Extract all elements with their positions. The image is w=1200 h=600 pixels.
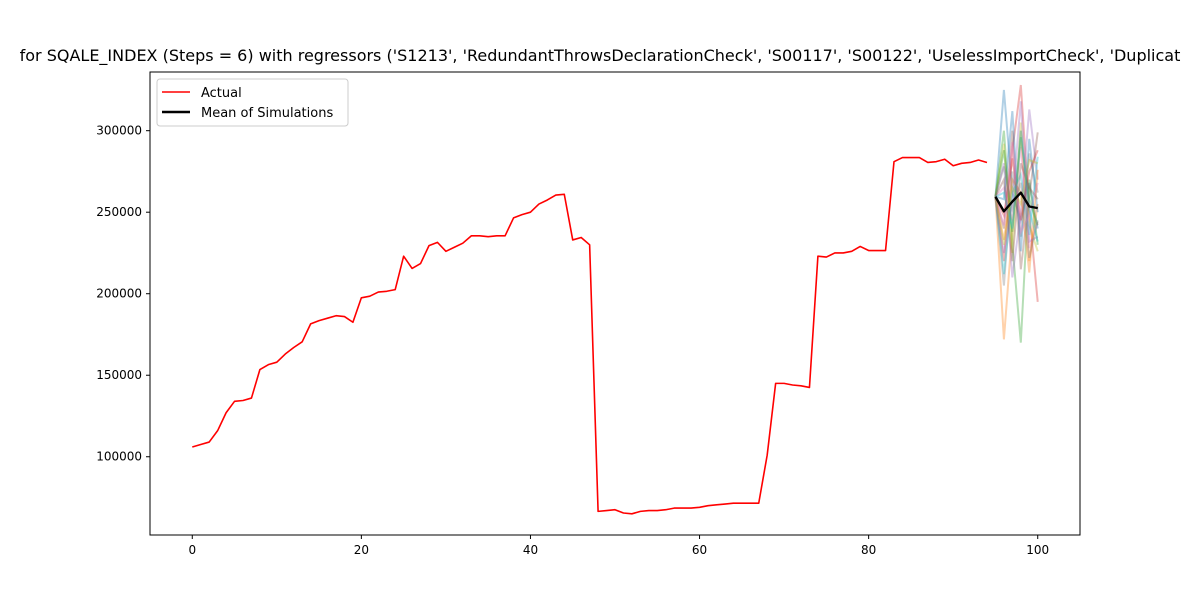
y-axis: 100000 150000 200000 250000 300000 (96, 124, 150, 464)
simulation-line (994, 101, 1039, 254)
simulation-line (994, 122, 1039, 254)
simulation-line (994, 137, 1039, 232)
simulation-line (994, 149, 1039, 221)
simulation-line (994, 146, 1039, 249)
simulation-line (994, 153, 1039, 286)
x-tick-label: 80 (861, 543, 876, 557)
simulation-line (994, 130, 1039, 270)
simulation-line (994, 142, 1039, 236)
simulation-line (994, 162, 1039, 262)
simulation-line (994, 109, 1039, 278)
series-lines (192, 156, 1038, 515)
simulation-line (994, 130, 1039, 343)
legend-box (156, 78, 349, 127)
simulation-line (995, 130, 1039, 242)
x-tick-label: 60 (692, 543, 707, 557)
x-axis: 0 20 40 60 80 100 (188, 535, 1049, 557)
simulation-line (994, 130, 1039, 340)
legend-label: Actual (201, 86, 242, 101)
simulation-line (994, 169, 1039, 273)
simulation-line (995, 111, 1039, 252)
simulation-line (994, 89, 1039, 229)
y-tick-label: 250000 (96, 205, 142, 219)
x-tick-label: 20 (354, 543, 369, 557)
legend: Actual Mean of Simulations (156, 78, 349, 127)
mean-simulations-series-line (994, 191, 1038, 213)
simulation-lines (994, 84, 1039, 343)
x-tick-label: 0 (188, 543, 196, 557)
simulation-line (994, 84, 1039, 302)
plot-frame (149, 71, 1081, 536)
y-tick-label: 200000 (96, 287, 142, 301)
y-tick-label: 300000 (96, 124, 142, 138)
actual-series-line (192, 156, 988, 515)
legend-label: Mean of Simulations (201, 106, 333, 121)
chart-title: for SQALE_INDEX (Steps = 6) with regress… (19, 46, 1181, 65)
simulation-line (994, 156, 1039, 275)
y-tick-label: 100000 (96, 450, 142, 464)
y-tick-label: 150000 (96, 368, 142, 382)
x-tick-label: 100 (1026, 543, 1049, 557)
x-tick-label: 40 (523, 543, 538, 557)
